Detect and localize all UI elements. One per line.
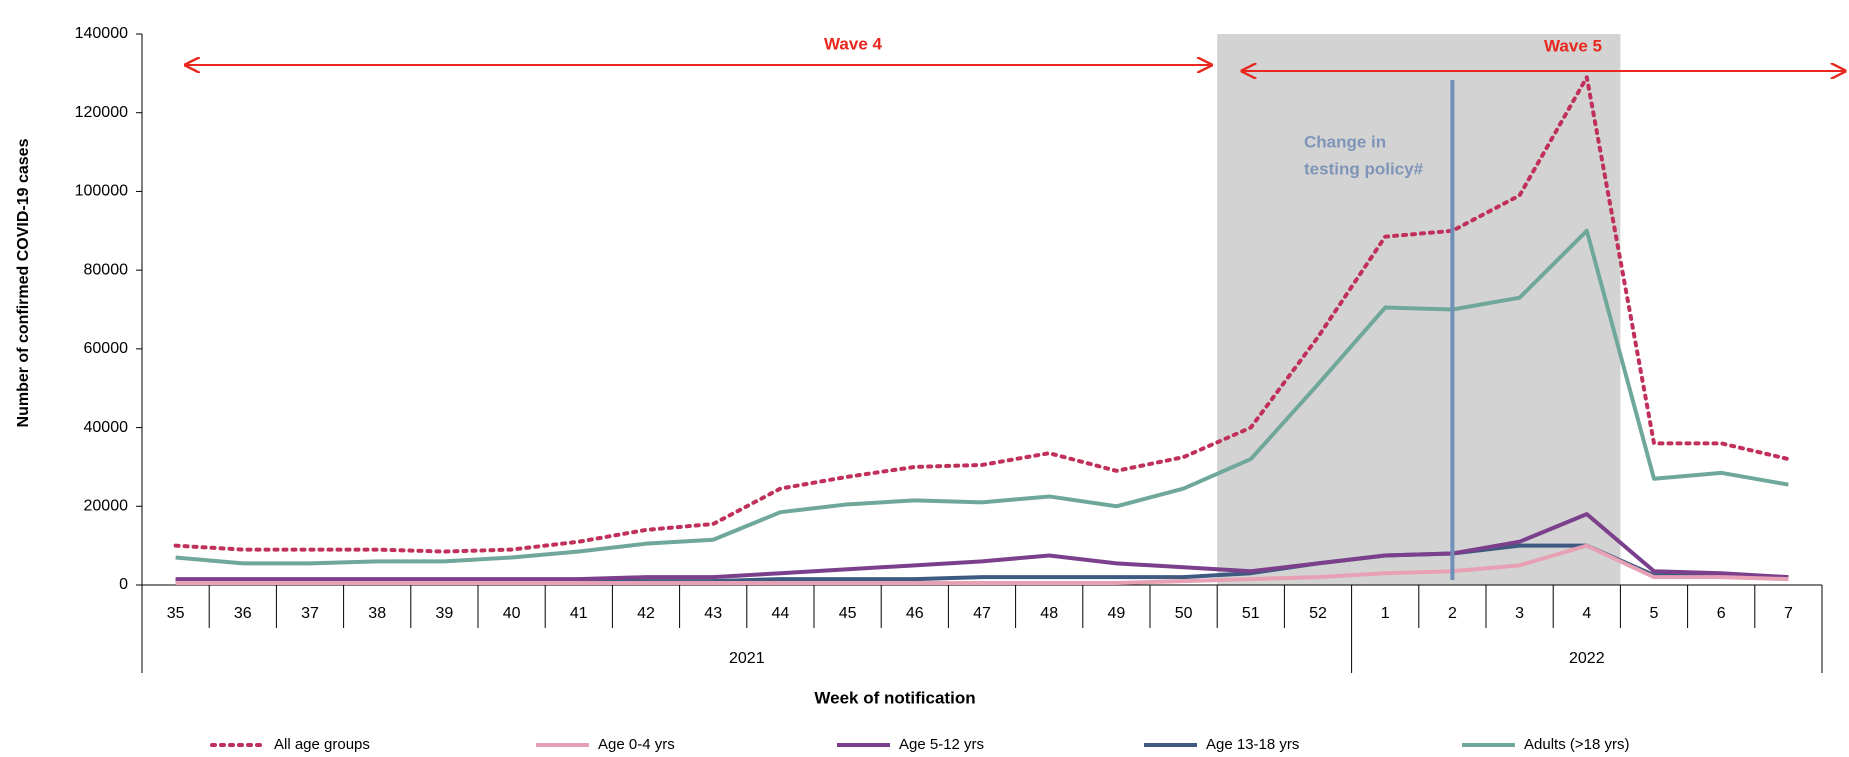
- y-tick-label: 100000: [75, 183, 128, 200]
- policy-note: Change in: [1304, 132, 1386, 151]
- series-line: [175, 543, 1789, 586]
- year-label: 2021: [729, 650, 765, 667]
- series-line: [173, 75, 1791, 554]
- legend-label: Adults (>18 yrs): [1524, 736, 1629, 753]
- x-tick-label: 45: [839, 605, 857, 622]
- x-tick-label: 42: [637, 605, 655, 622]
- y-tick-label: 20000: [84, 498, 129, 515]
- y-tick-label: 120000: [75, 104, 128, 121]
- x-tick-label: 1: [1381, 605, 1390, 622]
- year-label: 2022: [1569, 650, 1605, 667]
- x-tick-label: 50: [1175, 605, 1193, 622]
- legend-label: Age 0-4 yrs: [598, 736, 675, 753]
- y-tick-label: 140000: [75, 25, 128, 42]
- x-tick-label: 46: [906, 605, 924, 622]
- policy-note: testing policy#: [1304, 159, 1424, 178]
- x-tick-label: 44: [772, 605, 790, 622]
- x-tick-label: 48: [1040, 605, 1058, 622]
- x-tick-label: 47: [973, 605, 991, 622]
- x-tick-label: 41: [570, 605, 588, 622]
- x-tick-label: 49: [1108, 605, 1126, 622]
- y-tick-label: 80000: [84, 261, 129, 278]
- legend-label: Age 13-18 yrs: [1206, 736, 1299, 753]
- x-axis-title: Week of notification: [814, 688, 975, 707]
- x-tick-label: 40: [503, 605, 521, 622]
- x-tick-label: 6: [1717, 605, 1726, 622]
- x-tick-label: 4: [1582, 605, 1591, 622]
- x-tick-label: 7: [1784, 605, 1793, 622]
- x-tick-label: 52: [1309, 605, 1327, 622]
- x-tick-label: 43: [704, 605, 722, 622]
- y-axis-title: Number of confirmed COVID-19 cases: [15, 138, 32, 427]
- legend-label: Age 5-12 yrs: [899, 736, 984, 753]
- x-tick-label: 51: [1242, 605, 1260, 622]
- x-tick-label: 2: [1448, 605, 1457, 622]
- legend-label: All age groups: [274, 736, 370, 753]
- x-tick-label: 39: [436, 605, 454, 622]
- series-line: [175, 512, 1789, 582]
- annotation: Wave 5: [1544, 36, 1602, 55]
- y-tick-label: 40000: [84, 419, 129, 436]
- annotation: Wave 4: [824, 34, 883, 53]
- x-tick-label: 3: [1515, 605, 1524, 622]
- x-tick-label: 36: [234, 605, 252, 622]
- x-tick-label: 38: [368, 605, 386, 622]
- x-tick-label: 5: [1650, 605, 1659, 622]
- x-tick-label: 35: [167, 605, 185, 622]
- y-tick-label: 0: [119, 576, 128, 593]
- x-tick-label: 37: [301, 605, 319, 622]
- y-tick-label: 60000: [84, 340, 129, 357]
- series-line: [175, 228, 1789, 566]
